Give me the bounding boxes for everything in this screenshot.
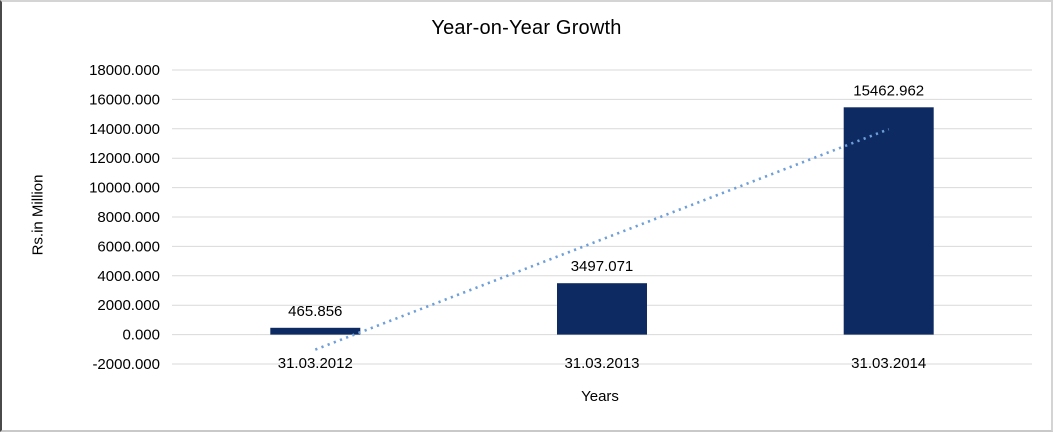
- bar-data-label: 465.856: [288, 303, 342, 320]
- bar-data-label: 15462.962: [853, 82, 924, 99]
- y-tick-label: -2000.000: [92, 356, 160, 373]
- y-tick-label: 10000.000: [89, 180, 160, 197]
- y-tick-label: 16000.000: [89, 91, 160, 108]
- y-tick-label: 12000.000: [89, 150, 160, 167]
- bar: [557, 283, 647, 335]
- bar: [843, 107, 934, 335]
- chart-title: Year-on-Year Growth: [431, 17, 622, 39]
- y-tick-label: 0.000: [122, 327, 160, 344]
- y-tick-label: 8000.000: [97, 209, 160, 226]
- bar: [270, 327, 361, 335]
- x-category-label: 31.03.2014: [851, 355, 926, 372]
- y-tick-label: 2000.000: [97, 297, 160, 314]
- bar-data-label: 3497.071: [571, 258, 634, 275]
- y-tick-label: 14000.000: [89, 121, 160, 138]
- y-tick-label: 18000.000: [89, 62, 160, 79]
- y-tick-label: 4000.000: [97, 268, 160, 285]
- x-category-label: 31.03.2013: [564, 355, 639, 372]
- x-category-label: 31.03.2012: [278, 355, 353, 372]
- y-tick-label: 6000.000: [97, 238, 160, 255]
- x-axis-title: Years: [581, 388, 619, 405]
